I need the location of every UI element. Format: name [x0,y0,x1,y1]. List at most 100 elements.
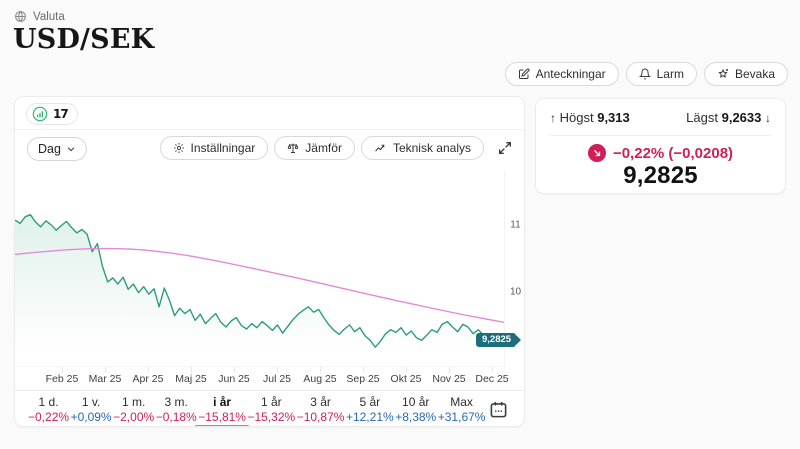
last-price-badge: 9,2825 [476,333,517,347]
x-axis-tick [449,367,450,373]
period-item-max[interactable]: Max +31,67% [437,391,486,426]
period-label: 10 år [402,395,430,409]
watch-button-label: Bevaka [734,67,775,81]
period-label: 1 år [261,395,282,409]
x-axis-label: Apr 25 [132,373,164,385]
up-arrow-icon: ↑ [550,111,556,125]
x-axis-tick [234,367,235,373]
high-low-row: ↑ Högst 9,313 Lägst 9,2633 ↓ [550,110,771,125]
x-axis-label: Maj 25 [175,373,207,385]
chevron-down-icon [67,147,75,152]
trend-line-icon [375,144,385,152]
period-item-1år[interactable]: 1 år −15,32% [247,391,296,426]
x-axis-tick [492,367,493,373]
y-axis[interactable]: 11 10 [504,171,524,366]
period-label: 3 m. [164,395,188,409]
change-direction-badge [587,144,606,162]
price-chart[interactable] [15,171,505,366]
x-axis-label: Aug 25 [303,373,337,385]
x-axis-tick [277,367,278,373]
period-label: i år [213,395,232,409]
x-axis-tick [62,367,63,373]
provider-badge[interactable]: 17 [26,103,78,125]
period-item-3m[interactable]: 3 m. −0,18% [155,391,197,426]
low-label: Lägst [686,110,718,125]
period-change-value: −15,81% [198,410,246,424]
compare-button-label: Jämför [305,141,342,155]
period-label: 1 v. [81,395,101,409]
x-axis-label: Okt 25 [390,373,422,385]
currency-category: Valuta [14,10,65,23]
period-item-10år[interactable]: 10 år +8,38% [395,391,436,426]
low-group: Lägst 9,2633 ↓ [686,110,771,125]
high-label: Högst [559,110,594,125]
period-change-value: −2,00% [113,410,155,424]
notes-button-label: Anteckningar [535,67,606,81]
period-change-value: −15,32% [247,410,296,424]
y-axis-label: 11 [510,219,521,231]
watch-button[interactable]: Bevaka [703,62,788,86]
down-arrow-icon: ↓ [765,111,771,125]
chart-card-header: 17 [15,97,524,130]
x-axis-label: Dec 25 [475,373,509,385]
x-axis-label: Nov 25 [432,373,466,385]
gear-icon [173,143,184,153]
quote-card: ↑ Högst 9,313 Lägst 9,2633 ↓ −0,22% (−0,… [535,98,786,194]
low-value: 9,2633 [721,110,762,125]
period-change-value: −0,22% [28,410,70,424]
mini-chart-icon [32,106,48,122]
period-item-3år[interactable]: 3 år −10,87% [296,391,345,426]
x-axis[interactable]: Feb 25 Mar 25 Apr 25 Maj 25 Jun 25 Jul 25 Aug … [15,366,509,390]
high-value: 9,313 [597,110,630,125]
arrow-down-right-icon [594,150,601,157]
period-change-value: −10,87% [296,410,345,424]
action-buttons: Anteckningar Larm Bevaka [504,62,788,86]
settings-button[interactable]: Inställningar [159,136,269,160]
change-value: −0,22% (−0,0208) [612,144,734,162]
period-item-1d[interactable]: 1 d. −0,22% [28,391,70,426]
x-axis-tick [148,367,149,373]
technical-analysis-button-label: Teknisk analys [392,141,471,155]
period-item-1v[interactable]: 1 v. +0,09% [70,391,112,426]
technical-analysis-button[interactable]: Teknisk analys [360,136,484,160]
x-axis-label: Mar 25 [88,373,122,385]
fullscreen-button[interactable] [497,140,515,158]
bell-icon [638,68,651,80]
x-axis-tick [191,367,192,373]
period-item-1m[interactable]: 1 m. −2,00% [113,391,155,426]
category-label: Valuta [33,10,65,23]
alarm-button-label: Larm [656,67,684,81]
calendar-icon [491,401,507,418]
period-item-5år[interactable]: 5 år +12,21% [346,391,394,426]
period-change-value: −0,18% [155,410,197,424]
y-axis-label: 10 [509,286,522,298]
edit-note-icon [518,68,530,79]
page-title: USD/SEK [13,24,155,55]
last-price: 9,2825 [623,162,698,189]
scale-icon [287,143,299,153]
custom-date-button[interactable] [487,398,511,422]
period-label: 5 år [359,395,381,409]
x-axis-label: Feb 25 [45,373,79,385]
x-axis-tick [320,367,321,373]
interval-dropdown[interactable]: Dag [27,137,87,161]
change-row: −0,22% (−0,0208) [536,144,785,162]
x-axis-label: Jun 25 [218,373,250,385]
period-change-value: +31,67% [437,410,486,424]
high-group: ↑ Högst 9,313 [550,110,630,125]
x-axis-tick [363,367,364,373]
period-change-value: +0,09% [70,410,112,424]
period-label: Max [450,395,473,409]
compare-button[interactable]: Jämför [274,136,355,160]
interval-label: Dag [38,142,61,156]
globe-icon [15,11,26,22]
period-label: 1 d. [38,395,59,409]
x-axis-tick [105,367,106,373]
divider [550,135,771,136]
expand-icon [499,142,511,154]
tradingview-logo: 17 [53,106,69,122]
star-plus-icon [718,68,728,78]
notes-button[interactable]: Anteckningar [504,62,619,86]
alarm-button[interactable]: Larm [625,62,697,86]
period-item-iår[interactable]: i år −15,81% [195,391,249,426]
